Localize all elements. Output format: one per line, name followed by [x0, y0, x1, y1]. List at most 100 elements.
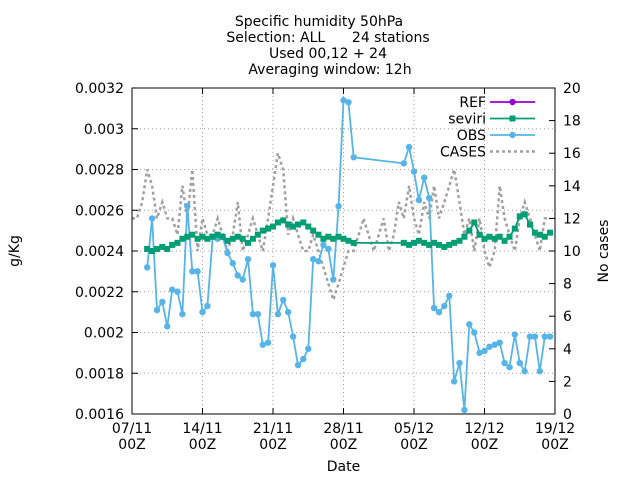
series-seviri-point — [259, 227, 266, 234]
series-seviri-point — [154, 245, 161, 252]
series-obs-point — [143, 264, 151, 271]
x-tick-label-hour: 00Z — [400, 437, 427, 453]
title-line-2: Selection: ALL 24 stations — [226, 30, 429, 46]
series-seviri-point — [421, 239, 428, 246]
series-seviri-point — [265, 225, 272, 232]
y2-tick-label: 12 — [563, 211, 581, 227]
series-obs-point — [168, 286, 176, 293]
y2-tick-label: 14 — [563, 179, 581, 195]
series-obs-point — [461, 406, 468, 414]
y2-tick-label: 18 — [563, 114, 581, 130]
y2-tick-label: 10 — [563, 244, 581, 260]
series-obs-point — [450, 378, 458, 385]
series-obs-point — [466, 321, 473, 328]
series-seviri-point — [411, 239, 417, 246]
y-tick-label: 0.0032 — [75, 81, 124, 97]
series-seviri-point — [536, 231, 543, 238]
x-tick-label-hour: 00Z — [189, 437, 216, 453]
series-obs-point — [506, 363, 513, 371]
legend-item-seviri: seviri — [448, 112, 535, 128]
series-obs-point — [284, 308, 292, 316]
legend-swatch-marker — [509, 131, 516, 139]
series-seviri-point — [184, 233, 191, 240]
series-obs-point — [289, 333, 297, 340]
series-obs-point — [330, 276, 337, 283]
series-seviri-point — [295, 221, 302, 228]
y-tick-label: 0.0024 — [75, 244, 124, 260]
series-seviri-point — [214, 231, 221, 238]
series-obs-point — [521, 368, 528, 375]
series-seviri-point — [486, 233, 493, 240]
series-obs-point — [325, 245, 332, 253]
series-cases — [132, 152, 551, 305]
series-obs-point — [481, 347, 488, 355]
series-obs-point — [446, 292, 453, 300]
series-obs-point — [430, 304, 438, 312]
series-seviri-point — [501, 237, 508, 244]
series-obs-point — [148, 215, 156, 222]
series-obs-point — [441, 302, 448, 310]
series-seviri-point — [466, 227, 473, 234]
x-tick-label-hour: 00Z — [259, 437, 286, 453]
series-obs-point — [421, 174, 428, 181]
series-seviri-point — [194, 235, 201, 242]
series-obs-point — [189, 268, 196, 275]
series-obs-point — [204, 302, 211, 310]
series-seviri-point — [310, 227, 317, 234]
series-obs-point — [456, 359, 463, 367]
series-obs-point — [410, 168, 418, 175]
legend-swatch-marker — [509, 115, 516, 122]
series-obs-point — [320, 241, 327, 249]
x-tick-label-date: 28/11 — [323, 421, 363, 437]
series-seviri-point — [315, 231, 322, 238]
series-obs-point — [199, 308, 206, 316]
series-seviri-point — [239, 235, 246, 242]
series-obs-point — [184, 202, 191, 210]
series-obs-point — [229, 260, 237, 267]
series-seviri-point — [471, 219, 478, 226]
series-obs-point — [516, 359, 523, 367]
legend-label: seviri — [448, 112, 486, 128]
series-obs-point — [526, 333, 534, 340]
series-seviri-point — [446, 241, 453, 248]
series-seviri-point — [350, 239, 357, 246]
series-obs-point — [269, 262, 277, 269]
series-obs-point — [345, 99, 352, 106]
y2-tick-label: 20 — [563, 81, 581, 97]
series-layer — [132, 97, 554, 414]
grid-lines — [132, 88, 555, 414]
series-obs-point — [496, 339, 503, 346]
series-obs-point — [179, 310, 186, 318]
x-tick-label-date: 19/12 — [535, 421, 575, 437]
series-obs-point — [335, 202, 342, 210]
series-obs-point — [476, 349, 483, 357]
series-seviri-point — [547, 229, 554, 236]
series-seviri-point — [244, 239, 251, 246]
series-seviri-point — [491, 235, 498, 242]
series-seviri-point — [541, 233, 548, 240]
series-seviri-point — [531, 229, 538, 236]
series-seviri-point — [209, 233, 216, 240]
y-tick-label: 0.002 — [84, 326, 124, 342]
series-seviri-point — [340, 235, 347, 242]
series-obs-point — [471, 329, 478, 336]
x-tick-label-date: 12/12 — [464, 421, 504, 437]
series-seviri-point — [481, 235, 488, 242]
series-seviri-point — [149, 248, 156, 254]
series-seviri-point — [199, 233, 206, 240]
series-obs-point — [294, 361, 302, 369]
series-seviri-point — [335, 233, 342, 240]
y2-tick-label: 2 — [563, 374, 572, 390]
y-axis-label: g/Kg — [7, 235, 23, 267]
legend-item-ref: REF — [459, 95, 535, 111]
series-obs-point — [239, 276, 246, 283]
series-seviri-point — [441, 243, 448, 250]
series-seviri-point — [320, 235, 327, 242]
series-obs-point — [159, 298, 166, 306]
series-obs-point — [264, 339, 272, 346]
series-obs-point — [153, 306, 161, 314]
series-seviri-point — [224, 237, 231, 244]
series-obs-point — [249, 310, 257, 318]
series-seviri-point — [426, 241, 433, 248]
